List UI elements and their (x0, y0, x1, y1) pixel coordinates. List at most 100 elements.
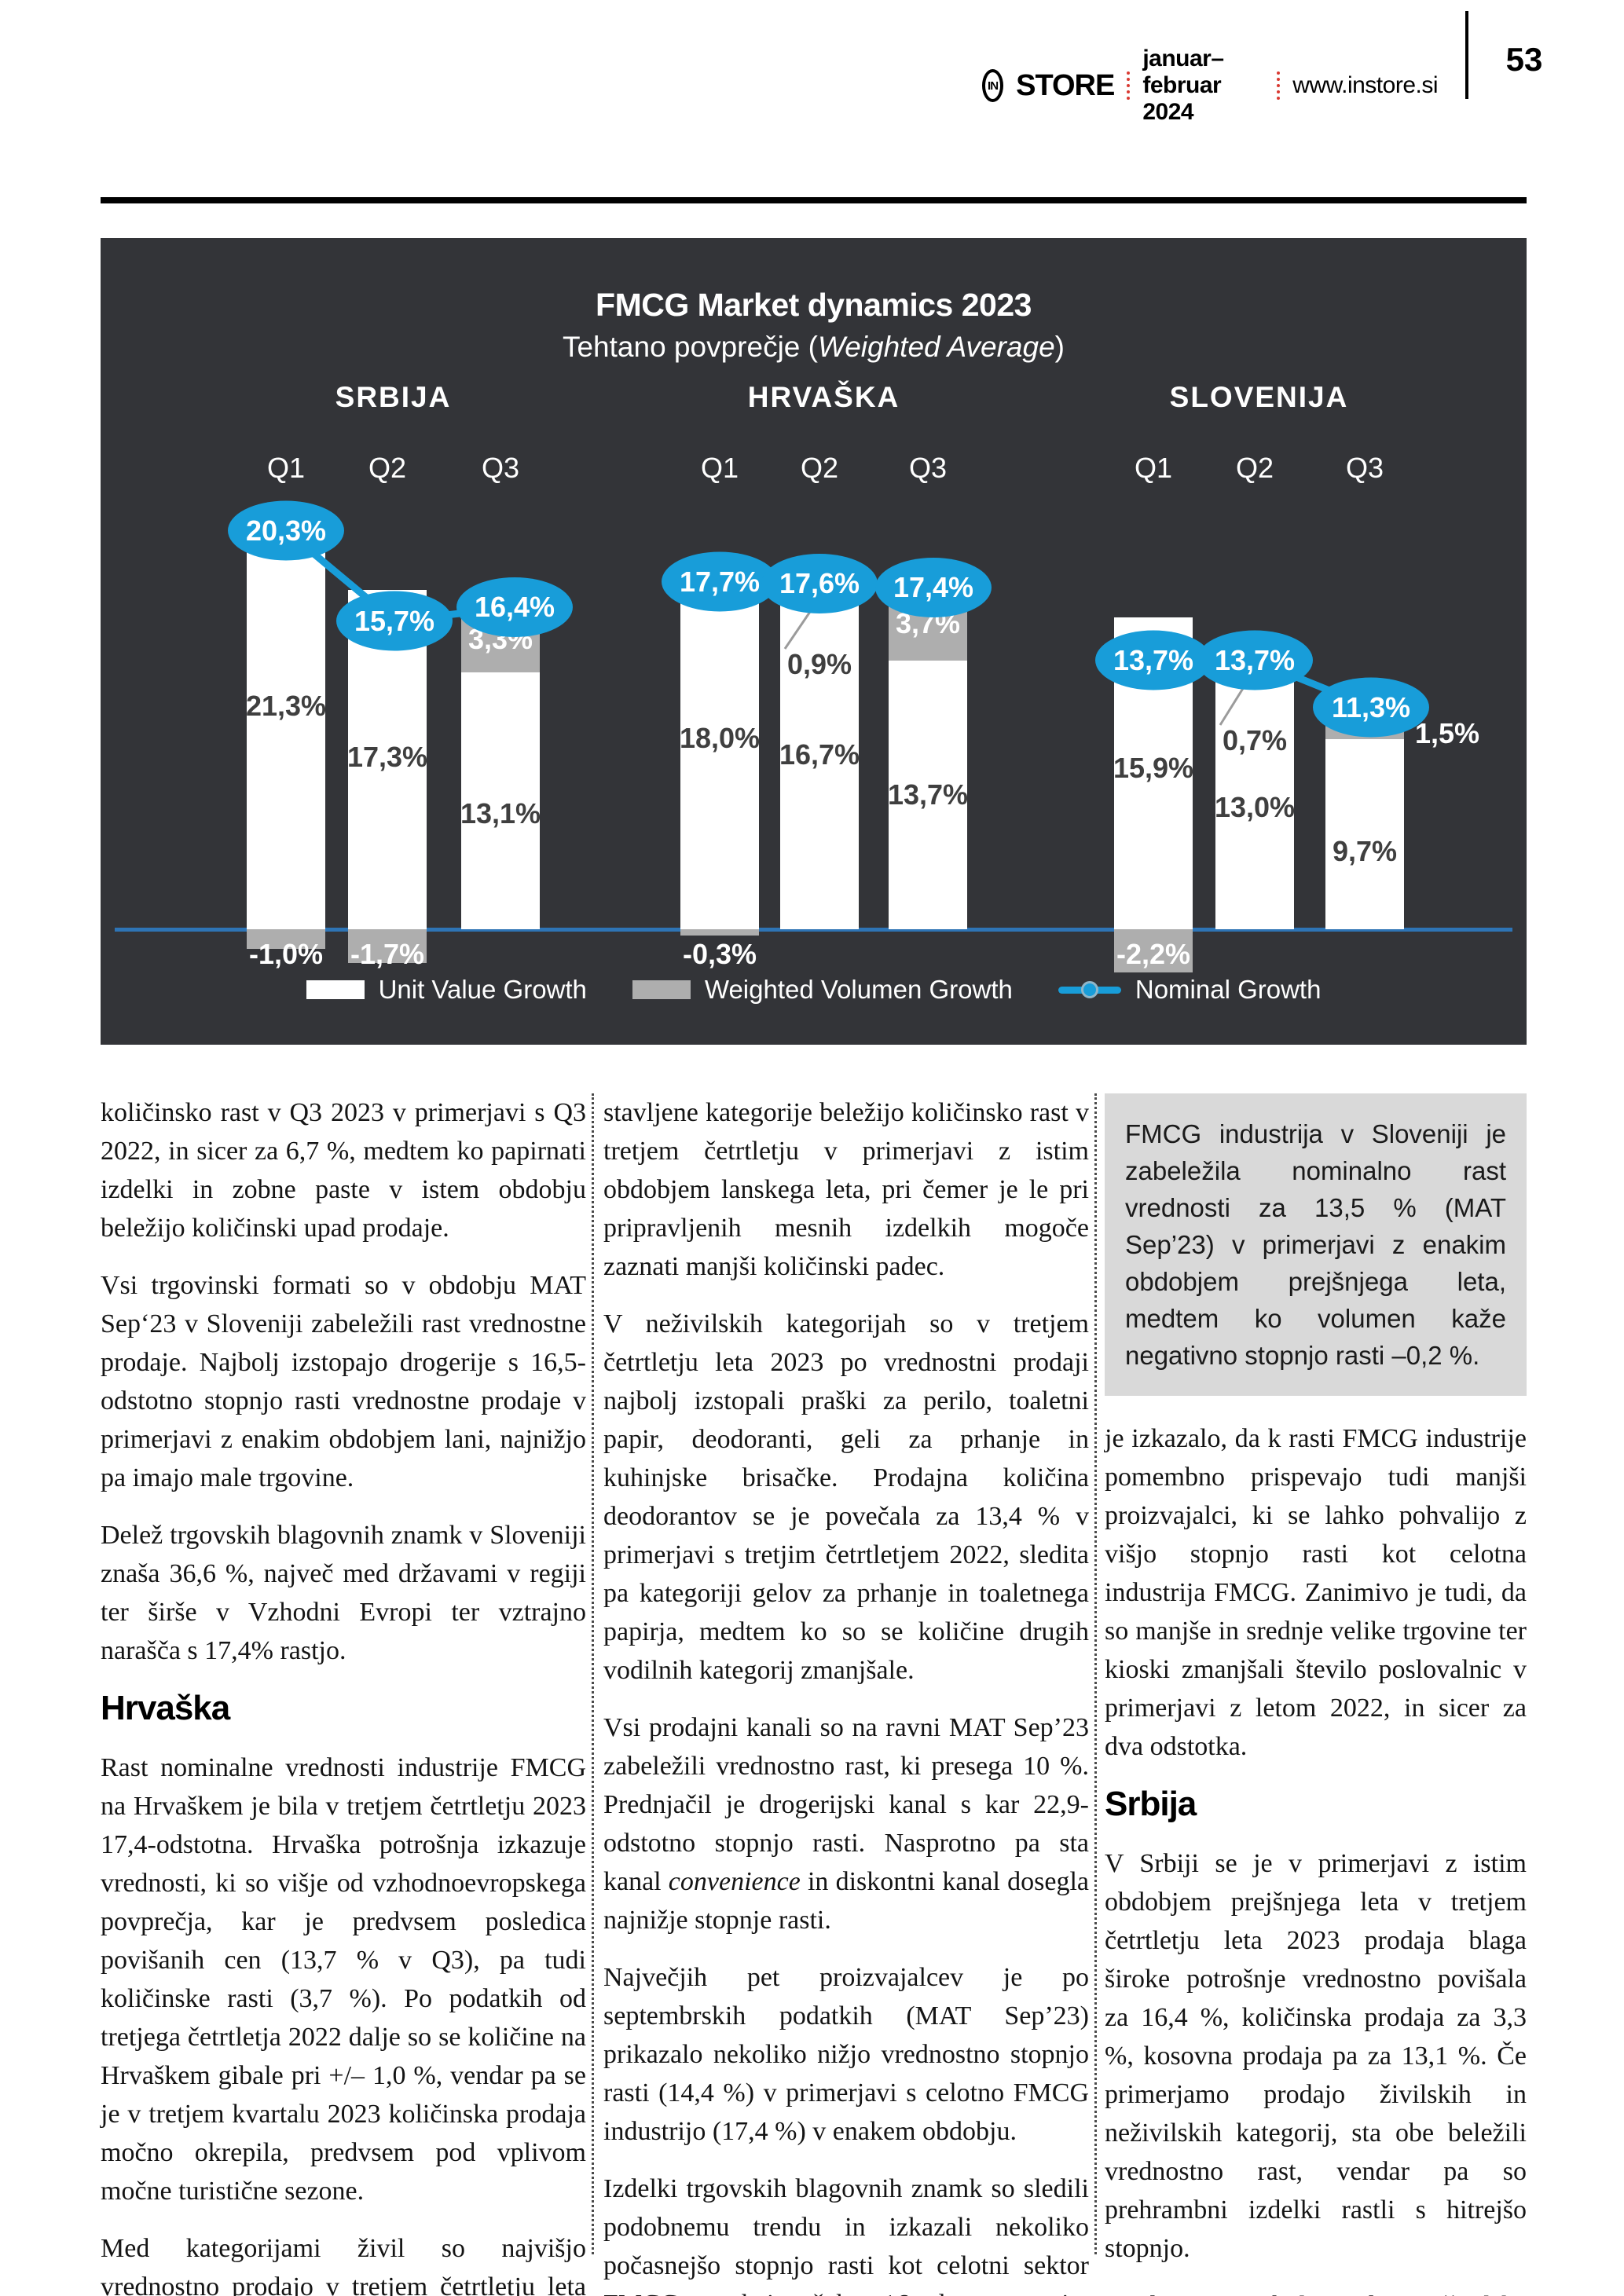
quarter-label: Q2 (800, 452, 839, 484)
bar-unit-value (1215, 674, 1294, 929)
chart-subtitle: Tehtano povprečje (Weighted Average) (101, 331, 1527, 364)
paragraph: Največjih pet proizvajalcev je po septem… (603, 1963, 1089, 2146)
nominal-value-label: 17,7% (679, 565, 761, 598)
bar-unit-value (1325, 738, 1404, 929)
paragraph: stavljene kategorije beležijo količinsko… (603, 1098, 1089, 1281)
bar-negative-volume (247, 929, 325, 949)
bar-negative-volume (680, 929, 759, 936)
chart-legend: Unit Value Growth Weighted Volumen Growt… (101, 975, 1527, 1005)
legend-item-unit-value: Unit Value Growth (306, 975, 587, 1005)
section-heading-hrvaška: Hrvaška (101, 1689, 230, 1727)
legend-swatch-unit-value (306, 980, 365, 999)
quarter-label: Q1 (1134, 452, 1173, 484)
italic-term: convenience (668, 1867, 801, 1896)
nominal-growth-bubble (875, 558, 992, 617)
column-divider (592, 1093, 594, 2254)
bar-value-label: 13,7% (887, 778, 969, 811)
nominal-growth-bubble (662, 551, 778, 612)
article-column-3: FMCG industrija v Sloveniji je zabeležil… (1105, 1093, 1527, 2296)
paragraph: količinsko rast v Q3 2023 v primerjavi s… (101, 1098, 586, 1243)
page-number: 53 (1505, 41, 1543, 78)
quarter-label: Q2 (1235, 452, 1274, 484)
paragraph: Izdelki trgovskih blagovnih znamk so sle… (603, 2174, 1089, 2296)
issue-date: januar–februar 2024 (1142, 46, 1224, 125)
subtitle-text: Tehtano povprečje ( (562, 331, 818, 363)
quarter-label: Q3 (908, 452, 948, 484)
volume-value-label: -2,2% (1116, 938, 1191, 970)
page-header: IN STORE januar–februar 2024 www.instore… (982, 46, 1438, 126)
nominal-growth-bubble (1313, 677, 1429, 738)
bar-value-label: 15,9% (1113, 752, 1194, 784)
nominal-value-label: 17,4% (893, 571, 974, 603)
legend-label: Nominal Growth (1135, 975, 1322, 1004)
bar-value-label: 18,0% (679, 722, 761, 754)
nominal-value-label: 15,7% (354, 604, 435, 637)
bar-negative-volume (348, 929, 427, 963)
legend-label: Weighted Volumen Growth (704, 975, 1013, 1004)
highlight-callout-box: FMCG industrija v Sloveniji je zabeležil… (1105, 1093, 1527, 1396)
bar-value-label: 21,3% (245, 690, 327, 722)
nominal-value-label: 13,7% (1113, 643, 1194, 676)
red-dotted-separator (1277, 71, 1281, 100)
nominal-growth-bubble (1095, 630, 1212, 690)
bar-unit-value (680, 576, 759, 929)
nominal-growth-overlay (228, 500, 1429, 738)
bar-value-label: 9,7% (1332, 835, 1398, 867)
bar-value-label: 13,1% (460, 797, 541, 829)
paragraph: Med kategorijami živil so najvišjo vredn… (101, 2234, 586, 2296)
legend-label: Unit Value Growth (378, 975, 587, 1004)
bar-value-label: 17,3% (346, 741, 428, 773)
nominal-growth-bubble (336, 591, 453, 651)
legend-item-nominal: Nominal Growth (1058, 975, 1322, 1005)
section-heading-srbija: Srbija (1105, 1785, 1197, 1823)
bar-unit-value (889, 660, 967, 929)
nominal-growth-bubble (456, 577, 573, 637)
nominal-growth-bubble (1197, 630, 1313, 690)
paragraph: V Srbiji se je v primerjavi z istim obdo… (1105, 1849, 1527, 2263)
article-column-1: količinsko rast v Q3 2023 v primerjavi s… (101, 1093, 586, 2296)
paragraph: Delež trgovskih blagovnih znamk v Sloven… (101, 1521, 586, 1665)
paragraph: je izkazalo, da k rasti FMCG industrije … (1105, 1424, 1527, 1761)
fmcg-market-dynamics-chart: FMCG Market dynamics 2023 Tehtano povpre… (101, 238, 1527, 1045)
volume-value-label: 1,5% (1415, 716, 1480, 749)
legend-swatch-nominal-line-icon (1058, 980, 1121, 999)
paragraph-text: in diskontni kanal dosegla najnižje stop… (603, 1867, 1089, 1935)
instore-logo-icon: IN (982, 69, 1004, 102)
volume-value-label: 0,7% (1222, 724, 1288, 756)
website-url: www.instore.si (1292, 72, 1438, 98)
subtitle-text: ) (1054, 331, 1065, 363)
paragraph: V neživilskih kategorijah so v tretjem č… (603, 1309, 1089, 1685)
legend-swatch-weighted-volume (632, 980, 691, 999)
quarter-label: Q2 (368, 452, 407, 484)
red-dotted-separator (1127, 71, 1131, 100)
country-label: SLOVENIJA (1169, 381, 1349, 413)
legend-item-weighted-volume: Weighted Volumen Growth (632, 975, 1013, 1005)
chart-title: FMCG Market dynamics 2023 (596, 287, 1032, 323)
bar-value-label: 13,0% (1214, 791, 1296, 823)
paragraph: Vsi prodajni kanali so na ravni MAT Sep’… (603, 1708, 1089, 1939)
bar-negative-volume (1114, 929, 1193, 972)
bar-unit-value (780, 601, 859, 929)
nominal-value-label: 11,3% (1331, 690, 1411, 723)
article-column-2: stavljene kategorije beležijo količinsko… (603, 1093, 1089, 2296)
country-label: HRVAŠKA (747, 381, 900, 413)
bar-unit-value (247, 511, 325, 929)
paragraph: Rast nominalne vrednosti industrije FMCG… (101, 1753, 586, 2206)
nominal-growth-bubble (228, 500, 344, 561)
quarter-label: Q3 (481, 452, 520, 484)
volume-value-label: -0,3% (682, 938, 757, 970)
nominal-value-label: 20,3% (245, 514, 327, 547)
bar-value-label: 16,7% (779, 738, 860, 771)
paragraph: Vrednostno najbolj prodajane živilske ka… (1105, 2287, 1527, 2296)
quarter-label: Q1 (266, 452, 306, 484)
quarter-label: Q1 (700, 452, 739, 484)
logo-mark: IN (988, 79, 999, 93)
paragraph-text: Vsi prodajni kanali so na ravni MAT Sep’… (603, 1713, 1089, 1896)
subtitle-italic-text: Weighted Average (817, 331, 1055, 363)
nominal-value-label: 13,7% (1214, 643, 1296, 676)
axis-baseline (115, 928, 1512, 932)
nominal-value-label: 17,6% (779, 567, 860, 599)
page-number-divider (1465, 11, 1468, 99)
nominal-value-label: 16,4% (474, 591, 555, 623)
